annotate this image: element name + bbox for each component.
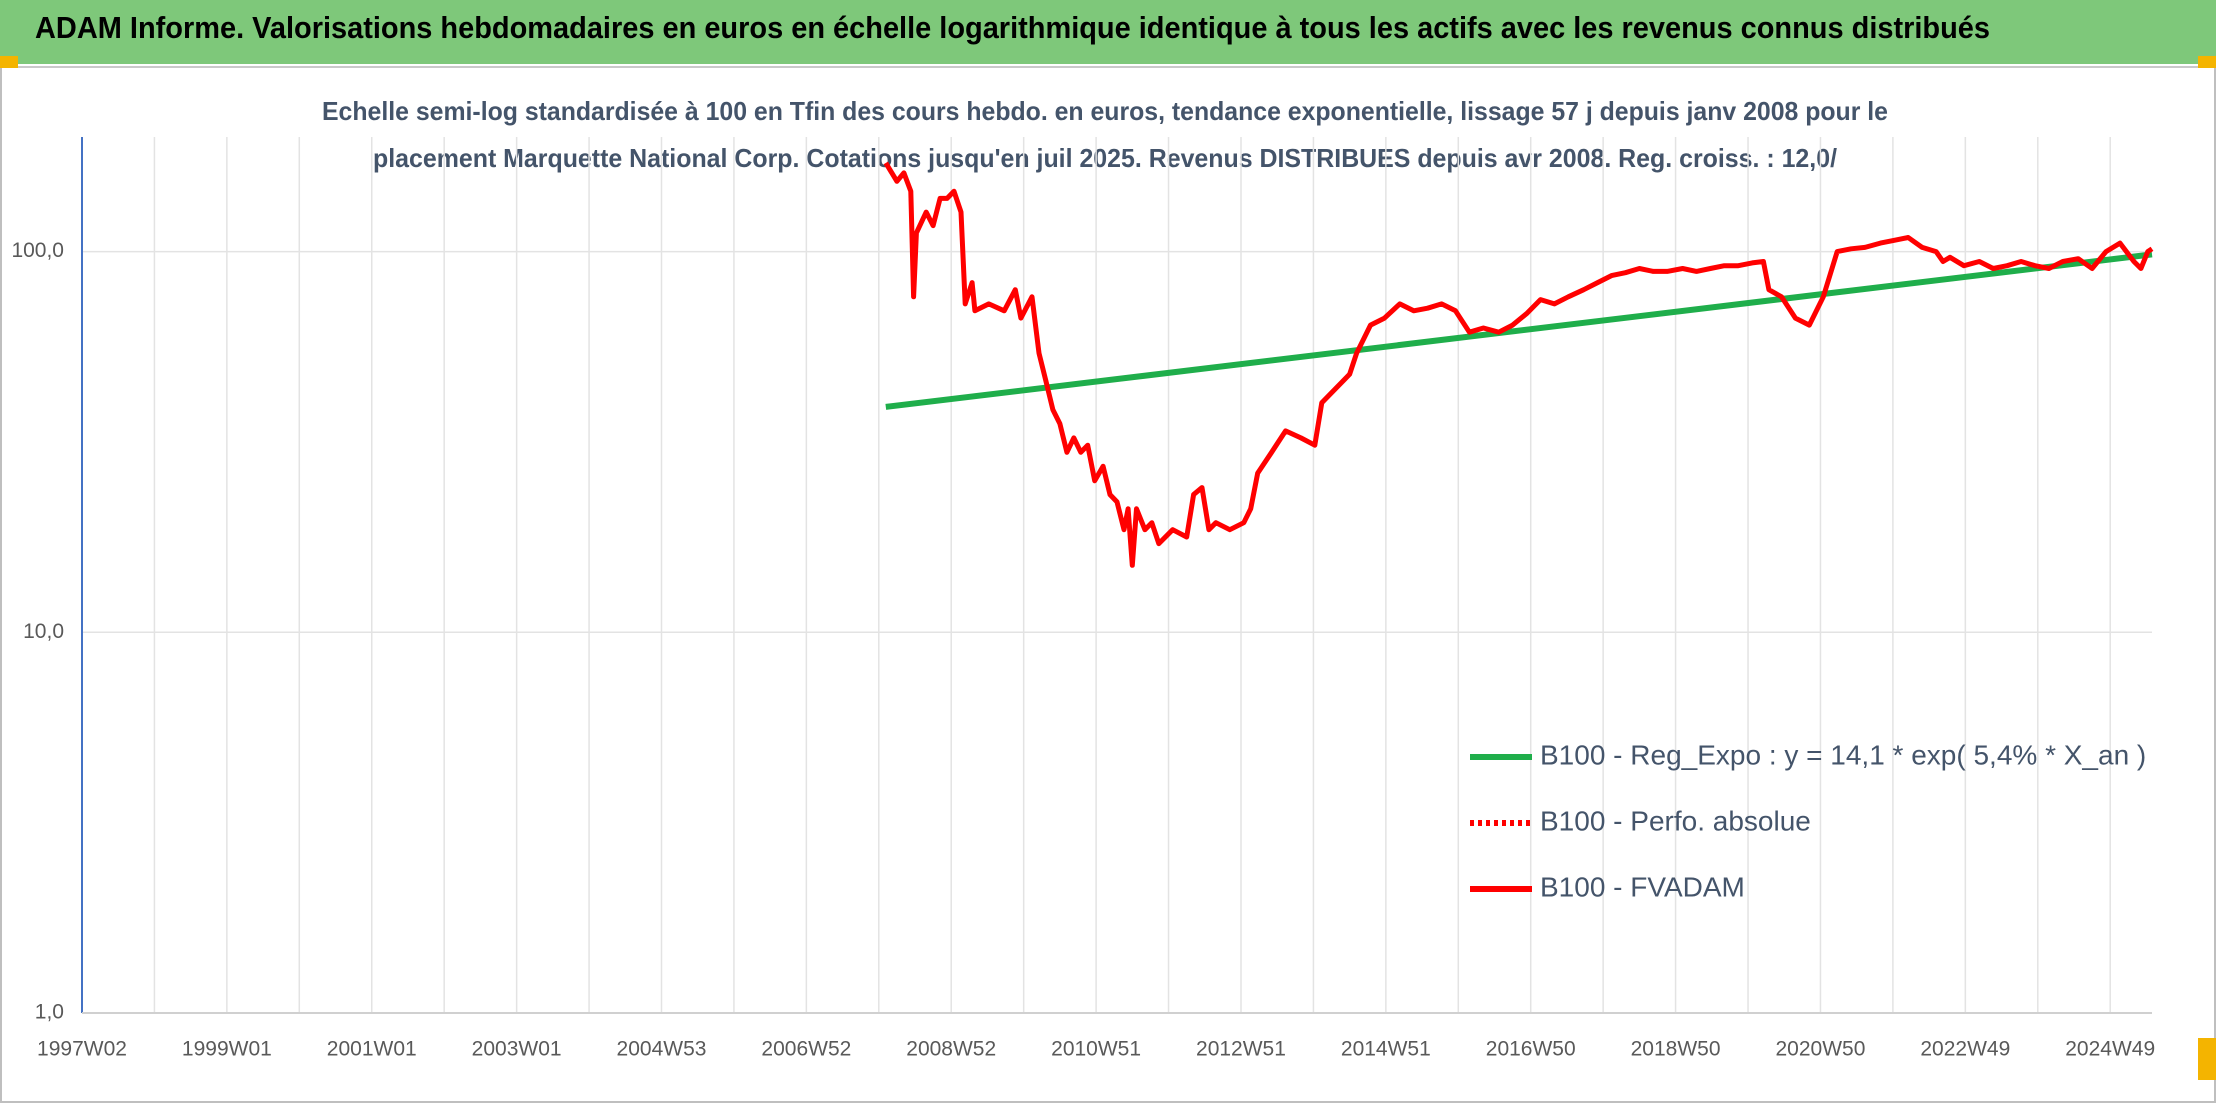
x-tick-label: 1999W01 (182, 1038, 272, 1061)
x-tick-label: 2016W50 (1486, 1038, 1576, 1061)
axes: 1997W02 1999W01 2001W01 2003W01 2004W53 2006W… (11, 137, 2155, 1061)
x-tick-label: 2008W52 (906, 1038, 996, 1061)
x-tick-label: 2001W01 (327, 1038, 417, 1061)
corner-mark (0, 56, 18, 68)
corner-mark (2198, 56, 2216, 68)
y-tick-label: 1,0 (35, 1001, 64, 1024)
x-tick-label: 2020W50 (1776, 1038, 1866, 1061)
chart-subtitle: placement Marquette National Corp. Cotat… (373, 143, 1837, 173)
chart-title: ADAM Informe. Valorisations hebdomadaire… (35, 10, 1990, 45)
x-tick-label: 1997W02 (37, 1038, 127, 1061)
x-tick-label: 2024W49 (2065, 1038, 2155, 1061)
header-bar (0, 0, 2216, 64)
y-tick-label: 10,0 (23, 620, 64, 643)
y-tick-label: 100,0 (11, 239, 64, 262)
x-tick-label: 2012W51 (1196, 1038, 1286, 1061)
series-line (883, 161, 2154, 568)
corner-mark (2198, 1038, 2216, 1080)
legend-label: B100 - Reg_Expo : y = 14,1 * exp( 5,4% *… (1540, 739, 2146, 770)
series-line (885, 251, 2153, 410)
x-tick-label: 2018W50 (1631, 1038, 1721, 1061)
legend-label: B100 - FVADAM (1540, 871, 1745, 902)
plot-area (883, 161, 2154, 568)
legend: B100 - Reg_Expo : y = 14,1 * exp( 5,4% *… (1470, 739, 2146, 902)
x-tick-label: 2003W01 (472, 1038, 562, 1061)
x-tick-label: 2006W52 (761, 1038, 851, 1061)
x-tick-label: 2022W49 (1920, 1038, 2010, 1061)
x-tick-label: 2010W51 (1051, 1038, 1141, 1061)
legend-label: B100 - Perfo. absolue (1540, 805, 1811, 836)
chart-subtitle: Echelle semi-log standardisée à 100 en T… (322, 96, 1888, 126)
x-tick-label: 2014W51 (1341, 1038, 1431, 1061)
x-tick-label: 2004W53 (617, 1038, 707, 1061)
